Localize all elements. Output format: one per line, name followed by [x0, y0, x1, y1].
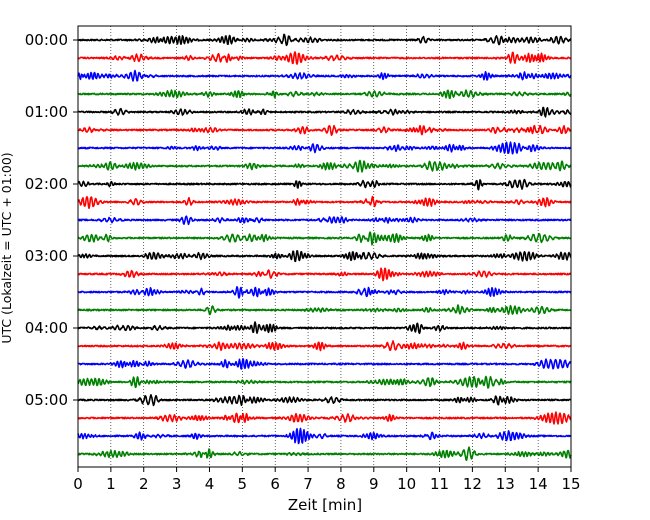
x-tick-label: 4 [205, 475, 215, 493]
x-tick-label: 1 [106, 475, 116, 493]
trace-line-0 [77, 33, 572, 47]
x-tick-label: 15 [561, 475, 580, 493]
y-tick-label: 01:00 [25, 103, 68, 121]
trace-line-8 [77, 178, 572, 191]
y-tick-label: 03:00 [25, 247, 68, 265]
x-axis-label: Zeit [min] [288, 496, 362, 514]
x-axis-ticks: 0 1 2 3 4 5 6 7 8 9 10 11 12 13 14 15 [73, 467, 581, 493]
trace-line-15 [77, 304, 572, 316]
trace-line-4 [77, 106, 572, 118]
trace-line-7 [77, 159, 572, 173]
y-axis-ticks: 00:00 01:00 02:00 03:00 04:00 05:00 [25, 31, 78, 409]
trace-line-9 [77, 195, 572, 210]
trace-line-11 [77, 231, 572, 246]
trace-line-1 [77, 51, 572, 65]
x-tick-label: 8 [336, 475, 346, 493]
trace-line-23 [77, 446, 572, 462]
x-tick-label: 12 [463, 475, 482, 493]
x-tick-label: 0 [73, 475, 83, 493]
y-axis-label: UTC (Lokalzeit = UTC + 01:00) [0, 152, 14, 343]
x-tick-label: 7 [303, 475, 313, 493]
trace-line-18 [77, 357, 572, 370]
x-tick-label: 14 [529, 475, 548, 493]
trace-line-17 [77, 340, 572, 352]
trace-line-19 [77, 375, 572, 389]
trace-line-12 [77, 250, 572, 263]
x-tick-label: 3 [172, 475, 182, 493]
y-tick-label: 05:00 [25, 391, 68, 409]
trace-line-21 [77, 411, 572, 425]
trace-line-6 [77, 141, 572, 155]
x-tick-label: 2 [139, 475, 149, 493]
x-tick-label: 9 [369, 475, 379, 493]
trace-line-14 [77, 286, 572, 299]
trace-line-5 [77, 124, 572, 136]
trace-line-13 [77, 267, 572, 282]
y-tick-label: 00:00 [25, 31, 68, 49]
x-tick-label: 6 [270, 475, 280, 493]
y-tick-label: 02:00 [25, 175, 68, 193]
plot-frame [77, 25, 572, 468]
x-tick-label: 5 [238, 475, 248, 493]
y-tick-label: 04:00 [25, 319, 68, 337]
x-tick-label: 13 [496, 475, 515, 493]
trace-line-16 [77, 321, 572, 335]
trace-line-20 [77, 394, 572, 407]
x-tick-label: 10 [397, 475, 416, 493]
x-tick-label: 11 [430, 475, 449, 493]
trace-line-3 [77, 89, 572, 100]
trace-line-22 [77, 427, 572, 445]
trace-line-10 [77, 215, 572, 226]
trace-line-2 [77, 69, 572, 82]
seismic-traces [77, 33, 572, 462]
